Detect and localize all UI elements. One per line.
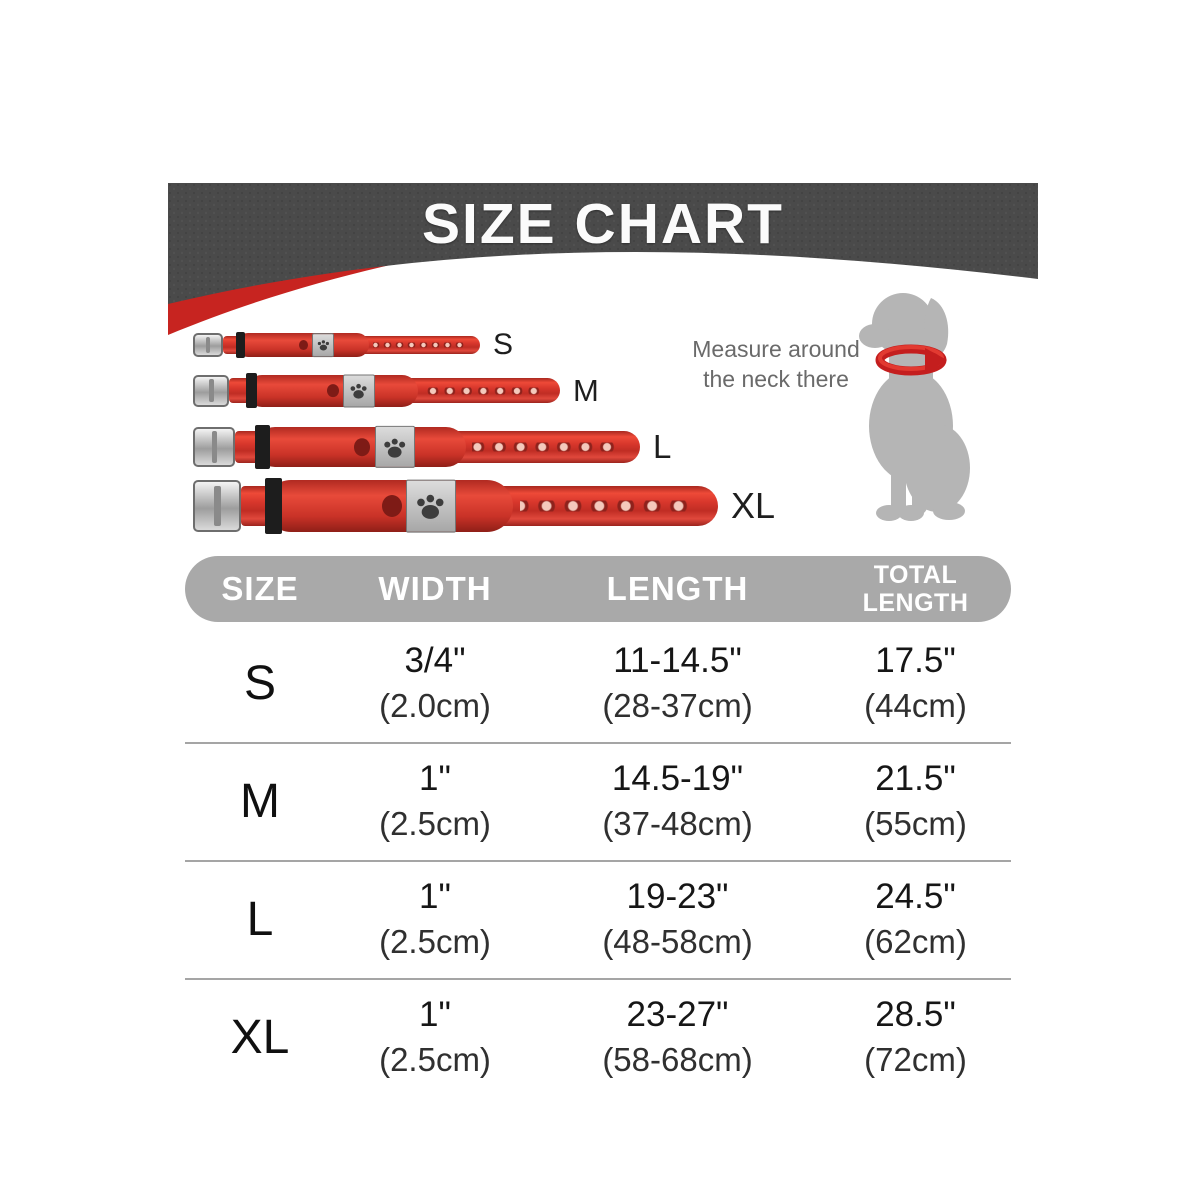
collar-buckle — [193, 333, 223, 357]
cell-size: XL — [230, 1010, 290, 1064]
collar-holes — [373, 342, 466, 348]
cell-total-length: 24.5" (62cm) — [864, 877, 967, 960]
collar-size-s: S — [193, 328, 513, 361]
collar-size-l: L — [193, 424, 671, 470]
cell-width: 1" (2.5cm) — [379, 759, 491, 842]
collar-size-m: M — [193, 373, 599, 408]
collar-keeper — [245, 373, 258, 408]
cell-total-length: 21.5" (55cm) — [864, 759, 967, 842]
collar-label-xl: XL — [731, 485, 776, 526]
size-table: SIZE WIDTH LENGTH TOTAL LENGTH S 3/4" (2… — [185, 556, 1011, 1096]
cell-size: M — [240, 774, 280, 828]
cell-width: 3/4" (2.0cm) — [379, 641, 491, 724]
cell-length: 11-14.5" (28-37cm) — [602, 641, 753, 724]
collar-keeper — [264, 478, 283, 534]
header-total-length: TOTAL LENGTH — [862, 561, 969, 617]
collar-buckle — [193, 426, 235, 468]
paw-tag-icon — [311, 333, 335, 357]
cell-size: S — [243, 656, 276, 710]
cell-length: 23-27" (58-68cm) — [602, 995, 753, 1078]
size-table-header: SIZE WIDTH LENGTH TOTAL LENGTH — [185, 556, 1011, 622]
cell-length: 14.5-19" (37-48cm) — [602, 759, 753, 842]
table-row-s: S 3/4" (2.0cm) 11-14.5" (28-37cm) 17.5" … — [185, 626, 1011, 742]
collar-holes — [471, 442, 618, 452]
header-size: SIZE — [221, 570, 299, 607]
header-length: LENGTH — [606, 570, 749, 607]
collar-holes — [520, 500, 692, 512]
header-width: WIDTH — [378, 570, 492, 607]
table-row-m: M 1" (2.5cm) 14.5-19" (37-48cm) 21.5" (5… — [185, 742, 1011, 860]
dog-silhouette — [859, 293, 970, 521]
collar-dring — [298, 340, 308, 350]
collar-buckle — [193, 374, 229, 407]
paw-tag-icon — [405, 479, 456, 533]
banner-dark-swoosh — [168, 183, 1038, 304]
table-row-l: L 1" (2.5cm) 19-23" (48-58cm) 24.5" (62c… — [185, 860, 1011, 978]
measure-instruction: Measure around the neck there — [664, 334, 888, 395]
measure-instruction-line1: Measure around — [692, 336, 860, 362]
collar-label-m: M — [573, 372, 599, 408]
cell-width: 1" (2.5cm) — [379, 877, 491, 960]
cell-length: 19-23" (48-58cm) — [602, 877, 753, 960]
size-table-body: S 3/4" (2.0cm) 11-14.5" (28-37cm) 17.5" … — [185, 626, 1011, 1096]
cell-total-length: 28.5" (72cm) — [864, 995, 967, 1078]
collar-holes — [422, 387, 542, 394]
collar-measure-arrow-icon — [875, 344, 947, 376]
collar-dring — [381, 495, 402, 517]
collar-dring — [326, 383, 340, 398]
collar-keeper — [255, 424, 270, 470]
measure-instruction-line2: the neck there — [703, 366, 849, 393]
cell-width: 1" (2.5cm) — [379, 995, 491, 1078]
collar-dring — [354, 438, 371, 456]
table-row-xl: XL 1" (2.5cm) 23-27" (58-68cm) 28.5" (72… — [185, 978, 1011, 1096]
banner-graphic — [168, 183, 1038, 335]
collar-buckle — [193, 480, 241, 532]
page-title: SIZE CHART — [422, 192, 784, 256]
paw-tag-icon — [343, 374, 375, 407]
cell-size: L — [246, 892, 274, 946]
collar-label-l: L — [653, 428, 672, 465]
collar-label-s: S — [493, 328, 514, 361]
collar-size-xl: XL — [193, 478, 775, 534]
paw-tag-icon — [374, 425, 415, 469]
cell-total-length: 17.5" (44cm) — [864, 641, 967, 724]
collar-keeper — [235, 332, 246, 358]
